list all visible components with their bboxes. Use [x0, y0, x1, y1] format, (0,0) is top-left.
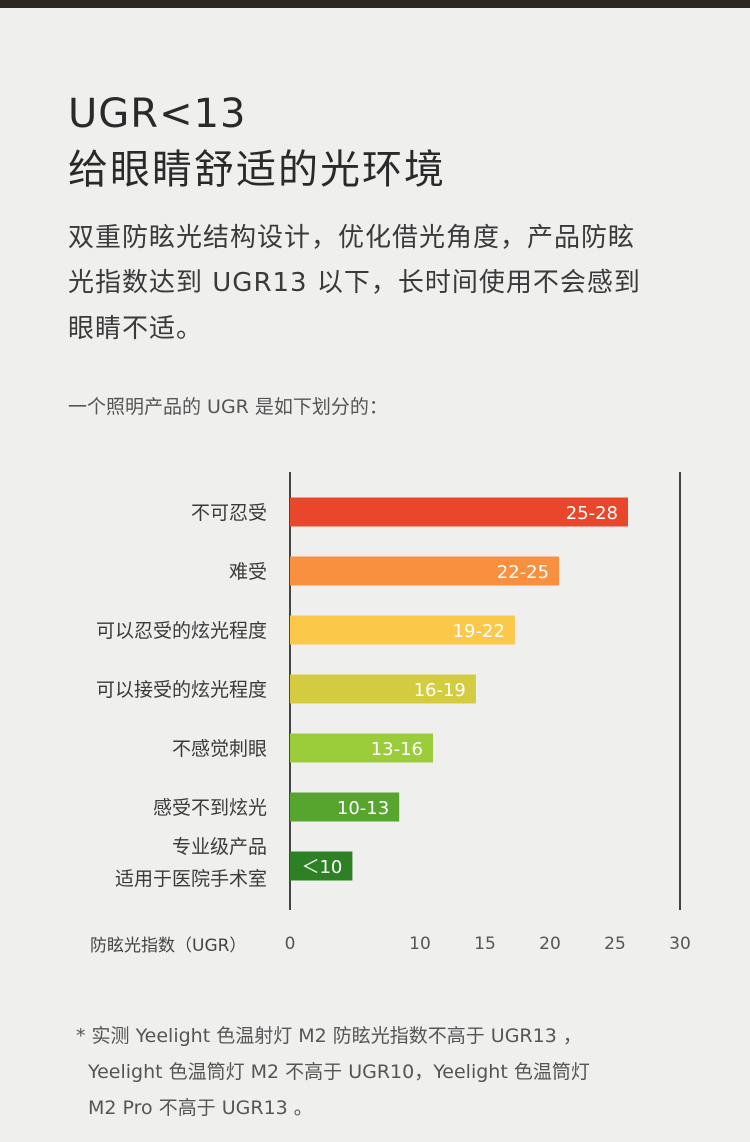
headline-subtitle: 给眼睛舒适的光环境 [68, 147, 446, 193]
bar [290, 674, 476, 704]
x-tick-label: 20 [539, 934, 561, 954]
bar-value-label: 19-22 [453, 621, 505, 642]
bar [290, 556, 560, 586]
x-axis-title: 防眩光指数（UGR） [90, 936, 246, 956]
category-label: 专业级产品 [172, 836, 267, 858]
footnote-line-3: M2 Pro 不高于 UGR13 。 [88, 1097, 313, 1119]
chart-intro: 一个照明产品的 UGR 是如下划分的： [68, 396, 388, 418]
x-tick-label: 25 [604, 934, 626, 954]
category-label: 感受不到炫光 [153, 797, 267, 819]
x-tick-label: 10 [409, 934, 431, 954]
category-label: 可以接受的炫光程度 [96, 679, 267, 701]
headline-ugr: UGR<13 [68, 91, 247, 137]
bar [290, 497, 628, 527]
x-tick-label: 0 [285, 934, 296, 954]
bar-value-label: 25-28 [566, 503, 618, 524]
bar [290, 615, 515, 645]
bar-value-label: 16-19 [414, 680, 466, 701]
bar-value-label: 10-13 [337, 798, 389, 819]
description-line-3: 眼睛不适。 [68, 314, 204, 344]
category-label: 难受 [229, 561, 267, 583]
bar-value-label: ＜10 [301, 857, 342, 878]
description-line-1: 双重防眩光结构设计，优化借光角度，产品防眩 [68, 223, 636, 253]
category-label: 不可忍受 [191, 502, 267, 524]
x-tick-label: 15 [474, 934, 496, 954]
bar-value-label: 13-16 [371, 739, 423, 760]
category-label: 不感觉刺眼 [172, 738, 267, 760]
x-tick-label: 30 [669, 934, 691, 954]
description-line-2: 光指数达到 UGR13 以下，长时间使用不会感到 [68, 268, 641, 298]
footnote-line-2: Yeelight 色温筒灯 M2 不高于 UGR10，Yeelight 色温筒灯 [88, 1061, 590, 1083]
bar [290, 792, 400, 822]
bar-value-label: 22-25 [497, 562, 549, 583]
footnote-line-1: * 实测 Yeelight 色温射灯 M2 防眩光指数不高于 UGR13 ， [76, 1025, 582, 1047]
ugr-bar-chart: 25-28 不可忍受 22-25 难受 19-22 可以忍受的炫光程度 16-19 可以接受的… [90, 472, 691, 956]
bar [290, 851, 353, 881]
bar [290, 733, 433, 763]
category-label: 可以忍受的炫光程度 [96, 620, 267, 642]
category-label: 适用于医院手术室 [115, 868, 267, 890]
top-bar [0, 0, 750, 8]
